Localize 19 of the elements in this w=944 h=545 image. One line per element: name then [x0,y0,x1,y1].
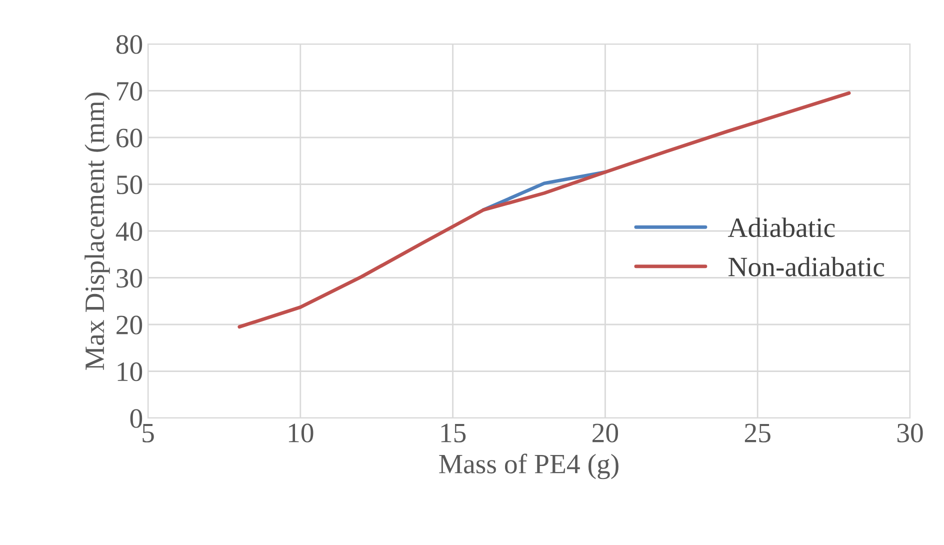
y-tick-label: 20 [116,316,142,334]
y-tick-label: 60 [116,128,142,148]
x-tick-label: 5 [142,424,154,442]
y-tick-label: 70 [117,82,142,101]
y-tick-label: 10 [118,362,142,382]
x-axis-title: Mass of PE4 (g) [439,454,618,480]
y-tick-label: 50 [116,175,142,194]
y-axis-title: Max Displacement (mm) [84,92,110,370]
x-tick-label: 10 [288,424,314,442]
x-tick-label: 30 [897,424,923,442]
legend-label: Adiabatic [728,218,835,238]
y-tick-label: 80 [116,35,142,54]
x-tick-label: 25 [744,424,770,442]
legend-label: Non-adiabatic [728,256,884,276]
y-tick-label: 0 [130,409,142,428]
x-tick-label: 20 [592,424,618,442]
y-tick-label: 40 [116,222,142,241]
y-tick-label: 30 [116,268,142,288]
x-tick-label: 15 [441,424,466,442]
